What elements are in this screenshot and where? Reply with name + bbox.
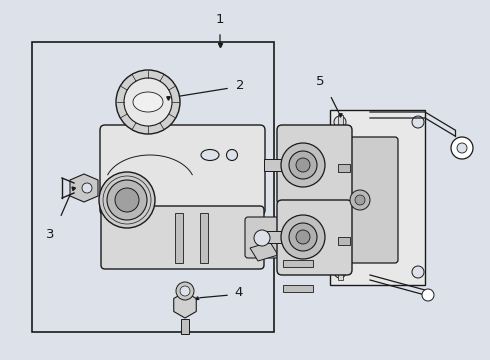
Bar <box>32 42 274 332</box>
Circle shape <box>296 158 310 172</box>
Bar <box>338 164 350 172</box>
Ellipse shape <box>133 92 163 112</box>
Circle shape <box>289 151 317 179</box>
Text: 1: 1 <box>216 13 224 26</box>
Bar <box>200 213 208 263</box>
Text: 5: 5 <box>316 75 324 88</box>
Ellipse shape <box>226 149 238 161</box>
FancyBboxPatch shape <box>277 125 352 205</box>
FancyBboxPatch shape <box>337 137 398 263</box>
Text: 2: 2 <box>236 78 245 91</box>
Bar <box>338 237 350 245</box>
Circle shape <box>281 215 325 259</box>
Bar <box>175 213 183 263</box>
Circle shape <box>254 230 270 246</box>
Circle shape <box>289 223 317 251</box>
FancyBboxPatch shape <box>101 206 264 269</box>
Circle shape <box>180 286 190 296</box>
Bar <box>264 231 284 243</box>
Circle shape <box>107 180 147 220</box>
Bar <box>264 159 284 171</box>
Circle shape <box>451 137 473 159</box>
Circle shape <box>296 230 310 244</box>
Circle shape <box>457 143 467 153</box>
Circle shape <box>124 78 172 126</box>
Bar <box>330 110 425 285</box>
FancyBboxPatch shape <box>277 200 352 275</box>
Bar <box>283 285 313 292</box>
Circle shape <box>422 289 434 301</box>
FancyBboxPatch shape <box>245 217 279 258</box>
Bar <box>283 260 313 267</box>
Circle shape <box>355 195 365 205</box>
Text: 3: 3 <box>46 228 54 241</box>
Circle shape <box>350 190 370 210</box>
Polygon shape <box>70 174 98 202</box>
Circle shape <box>334 266 346 278</box>
Polygon shape <box>250 242 278 261</box>
Ellipse shape <box>201 149 219 161</box>
Circle shape <box>281 143 325 187</box>
Circle shape <box>412 116 424 128</box>
Circle shape <box>334 116 346 128</box>
Circle shape <box>176 282 194 300</box>
Bar <box>338 115 343 280</box>
Circle shape <box>412 266 424 278</box>
Bar <box>181 319 189 334</box>
FancyBboxPatch shape <box>100 125 265 215</box>
Text: 4: 4 <box>234 285 243 298</box>
Circle shape <box>99 172 155 228</box>
Circle shape <box>116 70 180 134</box>
Circle shape <box>115 188 139 212</box>
Circle shape <box>82 183 92 193</box>
Polygon shape <box>174 292 196 318</box>
